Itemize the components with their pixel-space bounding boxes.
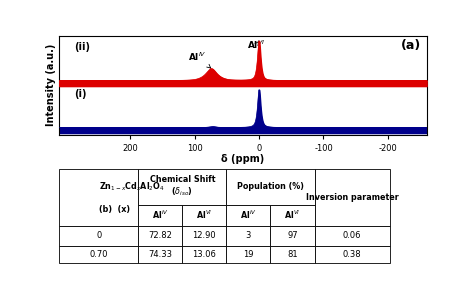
- Bar: [271, 226, 315, 246]
- Text: Population (%): Population (%): [237, 182, 304, 191]
- Bar: [315, 246, 390, 263]
- Bar: [59, 169, 138, 226]
- Text: (i): (i): [74, 89, 86, 99]
- Text: 12.90: 12.90: [192, 231, 216, 240]
- Text: Al$^{IV}$: Al$^{IV}$: [188, 51, 210, 68]
- Bar: [182, 226, 227, 246]
- Text: 0.38: 0.38: [343, 250, 362, 259]
- Bar: [138, 205, 182, 226]
- Bar: [315, 169, 390, 226]
- Text: 81: 81: [287, 250, 298, 259]
- Bar: [138, 246, 182, 263]
- Text: Al$^{VI}$: Al$^{VI}$: [284, 209, 301, 221]
- Text: 19: 19: [243, 250, 254, 259]
- Text: 0.06: 0.06: [343, 231, 362, 240]
- Bar: [59, 246, 138, 263]
- X-axis label: δ (ppm): δ (ppm): [221, 154, 264, 164]
- Bar: [271, 205, 315, 226]
- Bar: [59, 226, 138, 246]
- Text: 0: 0: [96, 231, 101, 240]
- Text: 72.82: 72.82: [148, 231, 172, 240]
- Text: 97: 97: [287, 231, 298, 240]
- Bar: [227, 169, 315, 205]
- Y-axis label: Intensity (a.u.): Intensity (a.u.): [46, 44, 56, 126]
- Text: 13.06: 13.06: [192, 250, 216, 259]
- Text: Al$^{IV}$: Al$^{IV}$: [152, 209, 169, 221]
- Text: 0.70: 0.70: [90, 250, 108, 259]
- Text: Zn$_{1-x}$Cd$_x$Al$_2$O$_4$

(b)  (x): Zn$_{1-x}$Cd$_x$Al$_2$O$_4$ (b) (x): [99, 181, 164, 214]
- Bar: [227, 226, 271, 246]
- Bar: [315, 226, 390, 246]
- Text: (ii): (ii): [74, 42, 90, 52]
- Text: (a): (a): [401, 38, 421, 52]
- Bar: [182, 246, 227, 263]
- Text: Al$^{IV}$: Al$^{IV}$: [240, 209, 257, 221]
- Text: 74.33: 74.33: [148, 250, 172, 259]
- Bar: [182, 205, 227, 226]
- Text: 3: 3: [246, 231, 251, 240]
- Text: Chemical Shift
($\delta_{iso}$): Chemical Shift ($\delta_{iso}$): [150, 175, 215, 198]
- Bar: [271, 246, 315, 263]
- Text: Al$^{VI}$: Al$^{VI}$: [196, 209, 212, 221]
- Bar: [138, 169, 227, 205]
- Bar: [138, 226, 182, 246]
- Bar: [227, 246, 271, 263]
- Text: Inversion parameter: Inversion parameter: [306, 193, 399, 202]
- Bar: [227, 205, 271, 226]
- Text: Al$^{VI}$: Al$^{VI}$: [247, 38, 265, 51]
